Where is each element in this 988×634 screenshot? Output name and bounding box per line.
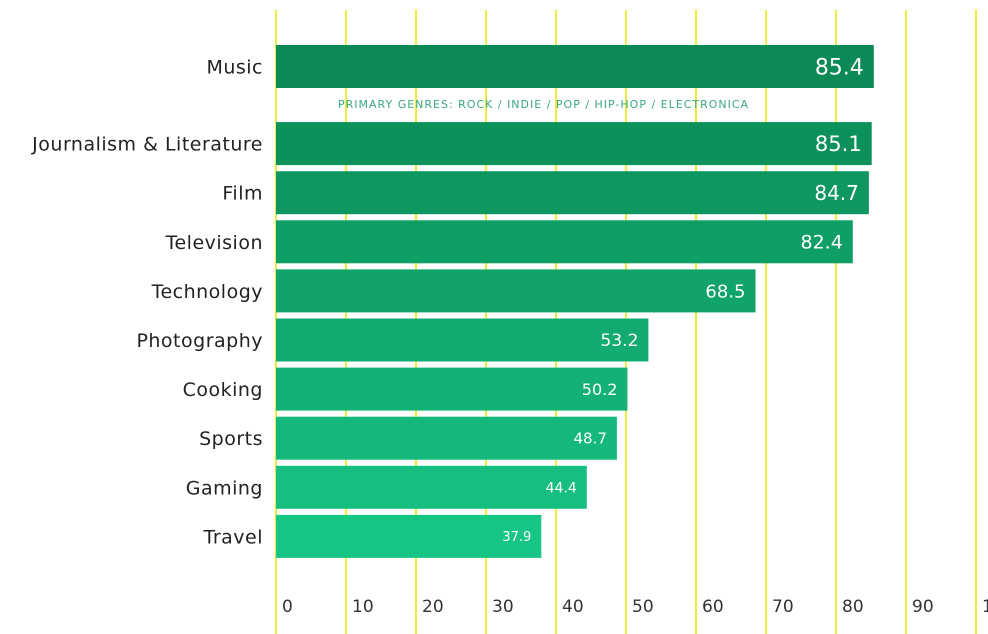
- music-genres-annotation: PRIMARY GENRES: ROCK / INDIE / POP / HIP…: [338, 98, 749, 111]
- bar-value-label: 85.4: [815, 55, 864, 80]
- bar: [276, 416, 617, 460]
- category-labels: Music Journalism & Literature Film Televisi…: [31, 57, 263, 549]
- category-label: Travel: [203, 526, 263, 548]
- category-label: Technology: [151, 281, 263, 303]
- bar: [276, 367, 628, 411]
- category-label: Film: [222, 183, 263, 205]
- bar-value-label: 84.7: [814, 181, 859, 205]
- bar-value-label: 85.1: [815, 132, 862, 156]
- category-label: Sports: [199, 428, 263, 450]
- category-label: Music: [206, 57, 263, 79]
- x-tick-label: 1: [982, 597, 988, 617]
- x-tick-label: 40: [562, 597, 584, 617]
- x-tick-label: 30: [492, 597, 514, 617]
- x-tick-label: 70: [772, 597, 794, 617]
- x-tick-labels: 0 10 20 30 40 50 60 70 80 90 1: [282, 597, 988, 617]
- bar: [276, 318, 649, 362]
- x-tick-label: 80: [842, 597, 864, 617]
- bar-value-label: 82.4: [800, 232, 842, 254]
- x-tick-label: 10: [352, 597, 374, 617]
- x-tick-label: 0: [282, 597, 293, 617]
- bar: [276, 465, 587, 509]
- bar: [276, 514, 542, 558]
- x-tick-label: 90: [912, 597, 934, 617]
- bar: [276, 269, 756, 313]
- category-label: Journalism & Literature: [31, 134, 263, 156]
- bar: [276, 220, 853, 264]
- category-label: Photography: [136, 330, 263, 352]
- bar: [276, 122, 872, 166]
- category-label: Television: [165, 232, 263, 254]
- x-tick-label: 20: [422, 597, 444, 617]
- category-label: Cooking: [183, 379, 263, 401]
- bar-value-label: 53.2: [601, 331, 639, 351]
- x-tick-label: 50: [632, 597, 654, 617]
- bars: 85.4 85.1 84.7 82.4 68.5 53.2 50.2 48.7 44.4 37.9: [276, 45, 874, 558]
- bar-value-label: 44.4: [546, 480, 577, 496]
- bar: [276, 171, 869, 215]
- bar-value-label: 68.5: [705, 281, 745, 302]
- bar-value-label: 50.2: [582, 380, 618, 399]
- bar-value-label: 48.7: [573, 430, 606, 448]
- bar-value-label: 37.9: [502, 530, 531, 545]
- x-tick-label: 60: [702, 597, 724, 617]
- category-label: Gaming: [186, 477, 263, 499]
- bar: [276, 45, 874, 88]
